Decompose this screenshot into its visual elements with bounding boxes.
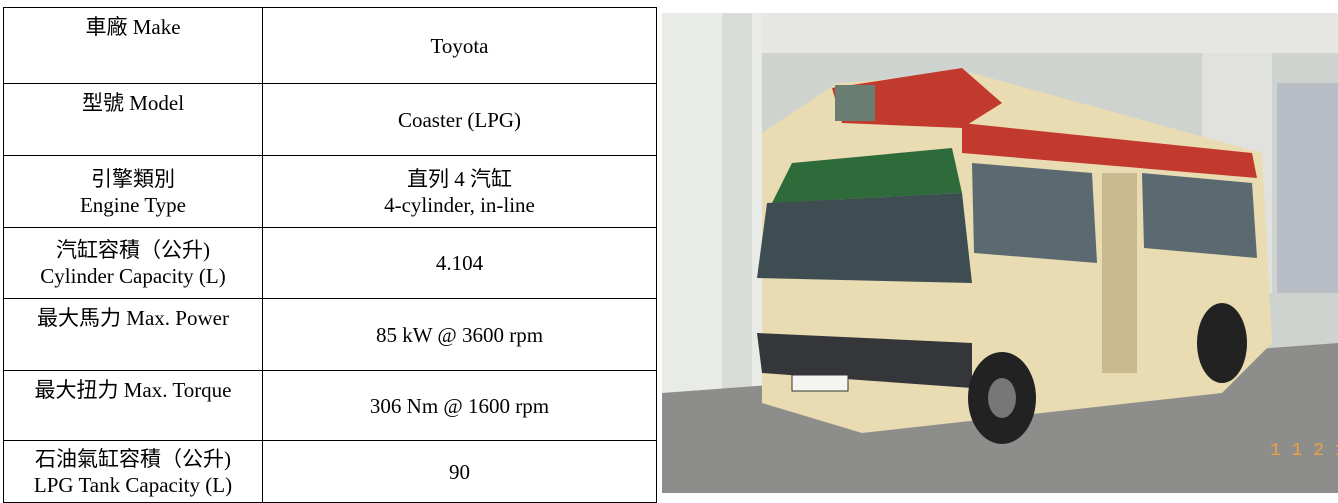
label-line: 型號 Model xyxy=(81,91,185,115)
label-line: 引擎類別 xyxy=(91,166,175,191)
label-line: Cylinder Capacity (L) xyxy=(40,264,226,288)
table-row: 引擎類別 Engine Type 直列 4 汽缸 4-cylinder, in-lin… xyxy=(3,155,657,228)
spec-table: 車廠 Make Toyota 型號 Model Coaster (LPG) 引擎類別 En… xyxy=(3,7,657,503)
row-value: Toyota xyxy=(262,7,657,84)
table-row: 型號 Model Coaster (LPG) xyxy=(3,83,657,156)
table-row: 石油氣缸容積（公升) LPG Tank Capacity (L) 90 xyxy=(3,440,657,503)
row-label: 最大扭力 Max. Torque xyxy=(3,370,263,441)
value-line: 90 xyxy=(449,459,470,484)
value-line: 85 kW @ 3600 rpm xyxy=(375,322,544,347)
row-value: Coaster (LPG) xyxy=(262,83,657,156)
table-row: 最大扭力 Max. Torque 306 Nm @ 1600 rpm xyxy=(3,370,657,441)
value-line: 4-cylinder, in-line xyxy=(384,192,535,217)
label-line: 石油氣缸容積（公升) xyxy=(35,446,231,471)
row-label: 汽缸容積（公升) Cylinder Capacity (L) xyxy=(3,227,263,299)
row-value: 4.104 xyxy=(262,227,657,299)
value-line: 4.104 xyxy=(435,251,484,275)
row-value: 90 xyxy=(262,440,657,503)
row-value: 85 kW @ 3600 rpm xyxy=(262,298,657,371)
label-line: 車廠 Make xyxy=(85,15,181,39)
row-label: 石油氣缸容積（公升) LPG Tank Capacity (L) xyxy=(3,440,263,503)
value-line: 306 Nm @ 1600 rpm xyxy=(369,393,550,418)
value-line: Coaster (LPG) xyxy=(397,107,522,132)
label-line: 最大扭力 Max. Torque xyxy=(34,378,232,402)
value-line: 直列 4 汽缸 xyxy=(407,166,512,191)
row-value: 306 Nm @ 1600 rpm xyxy=(262,370,657,441)
date-stamp: 1 1 2 1'00 xyxy=(1270,441,1338,461)
label-line: 汽缸容積（公升) xyxy=(56,238,210,262)
label-line: 最大馬力 Max. Power xyxy=(37,306,229,330)
row-label: 型號 Model xyxy=(3,83,263,156)
row-label: 車廠 Make xyxy=(3,7,263,84)
table-row: 最大馬力 Max. Power 85 kW @ 3600 rpm xyxy=(3,298,657,371)
label-line: LPG Tank Capacity (L) xyxy=(33,472,233,497)
table-row: 車廠 Make Toyota xyxy=(3,7,657,84)
row-label: 引擎類別 Engine Type xyxy=(3,155,263,228)
row-value: 直列 4 汽缸 4-cylinder, in-line xyxy=(262,155,657,228)
photo: 1 1 2 1'00 xyxy=(662,13,1338,493)
row-label: 最大馬力 Max. Power xyxy=(3,298,263,371)
table-row: 汽缸容積（公升) Cylinder Capacity (L) 4.104 xyxy=(3,227,657,299)
label-line: Engine Type xyxy=(79,192,187,217)
value-line: Toyota xyxy=(430,33,489,58)
